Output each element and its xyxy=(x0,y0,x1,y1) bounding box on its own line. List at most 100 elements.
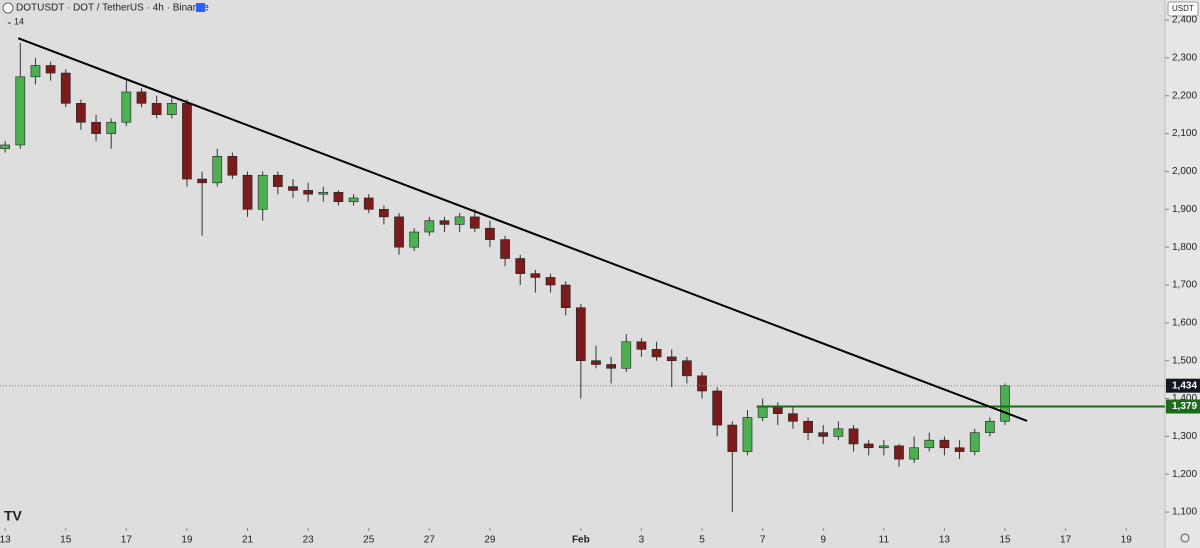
y-tick-label: 2,100 xyxy=(1172,128,1197,139)
candle-body xyxy=(621,341,632,369)
candle-body xyxy=(318,191,329,195)
candle-body xyxy=(742,417,753,452)
candle-body xyxy=(969,432,980,452)
candle-body xyxy=(757,405,768,418)
x-tick-label: 27 xyxy=(424,535,436,546)
chart-title: DOTUSDT · DOT / TetherUS · 4h · Binance xyxy=(16,3,209,14)
x-tick-label: 17 xyxy=(121,535,133,546)
y-tick-label: 1,900 xyxy=(1172,204,1197,215)
indicator-label: 14 xyxy=(14,16,24,26)
logo: TV xyxy=(4,508,23,524)
collapse-icon: ⌄ xyxy=(6,17,13,26)
x-tick-label: 13 xyxy=(0,535,11,546)
candle-body xyxy=(409,231,420,248)
plot-background xyxy=(0,0,1165,548)
y-tick-label: 1,700 xyxy=(1172,280,1197,291)
y-tick-label: 1,600 xyxy=(1172,317,1197,328)
candle-body xyxy=(530,273,541,278)
y-tick-label: 1,100 xyxy=(1172,507,1197,518)
candle-body xyxy=(591,360,601,365)
candle-body xyxy=(30,65,41,78)
last-price-label: 1,434 xyxy=(1172,380,1197,391)
y-tick-label: 2,400 xyxy=(1172,15,1197,26)
candle-body xyxy=(939,439,950,449)
last-price-box xyxy=(1166,378,1200,393)
candle-body xyxy=(909,447,919,460)
candle-body xyxy=(1000,385,1010,422)
y-tick-label: 1,800 xyxy=(1172,242,1197,253)
candle-body xyxy=(818,432,829,437)
x-tick-label: 3 xyxy=(639,535,645,546)
candle-body xyxy=(545,277,556,286)
candle-body xyxy=(894,445,904,460)
candle-body xyxy=(727,424,738,452)
candle-body xyxy=(788,413,798,422)
candle-body xyxy=(121,91,132,123)
plot xyxy=(0,42,1010,513)
candle-body xyxy=(439,220,450,225)
x-tick-label: 29 xyxy=(484,535,496,546)
candle-body xyxy=(212,156,223,184)
x-tick-label: 9 xyxy=(820,535,826,546)
candle-body xyxy=(166,103,177,115)
candle-body xyxy=(424,220,435,233)
x-tick-label: 11 xyxy=(879,535,890,546)
x-tick-label: 25 xyxy=(363,535,375,546)
candle-body xyxy=(272,174,283,187)
candle-body xyxy=(636,341,647,350)
candle-body xyxy=(257,174,268,210)
candle-body xyxy=(515,258,526,274)
candle-body xyxy=(697,375,707,392)
y-tick-label: 2,300 xyxy=(1172,53,1197,64)
candle-body xyxy=(575,307,586,362)
candle-body xyxy=(651,349,662,358)
candle-body xyxy=(863,443,874,449)
currency-label[interactable]: USDT xyxy=(1172,4,1194,13)
candle-body xyxy=(227,156,238,176)
x-tick-label: 23 xyxy=(303,535,315,546)
x-tick-label: 19 xyxy=(1121,535,1133,546)
candle-body xyxy=(560,284,571,309)
candle-body xyxy=(76,103,86,123)
candle-body xyxy=(303,190,313,195)
candle-body xyxy=(106,121,117,134)
candle-body xyxy=(666,356,677,362)
candle-body xyxy=(333,191,344,203)
candle-body xyxy=(833,428,844,437)
y-tick-label: 2,200 xyxy=(1172,90,1197,101)
y-tick-label: 1,500 xyxy=(1172,355,1197,366)
price-axis-background xyxy=(1165,0,1200,548)
level-label: 1,379 xyxy=(1172,401,1197,412)
y-tick-label: 1,300 xyxy=(1172,431,1197,442)
y-tick-label: 1,200 xyxy=(1172,469,1197,480)
candle-body xyxy=(500,239,510,259)
candle-body xyxy=(91,121,101,134)
candle-body xyxy=(469,216,480,229)
x-tick-label: 15 xyxy=(60,535,72,546)
candle-body xyxy=(242,174,253,210)
candle-body xyxy=(485,227,495,240)
candle-body xyxy=(0,144,10,150)
x-tick-label: 17 xyxy=(1060,535,1072,546)
candle-body xyxy=(878,445,889,449)
currency-button[interactable] xyxy=(1167,1,1199,17)
candle-body xyxy=(136,91,147,104)
candle-body xyxy=(348,197,359,203)
candle-body xyxy=(682,360,692,377)
candle-body xyxy=(151,103,162,115)
x-tick-label: 5 xyxy=(699,535,705,546)
candle-body xyxy=(712,390,723,426)
trendline xyxy=(17,37,1028,422)
flag-icon xyxy=(196,3,205,12)
candle-body xyxy=(848,428,859,445)
candle-body xyxy=(197,178,207,184)
level-box xyxy=(1166,399,1200,414)
candle-body xyxy=(803,420,813,433)
candle-body xyxy=(182,103,192,180)
x-tick-label: 21 xyxy=(242,535,254,546)
settings-icon[interactable] xyxy=(1180,533,1190,543)
candle-body xyxy=(45,65,56,74)
candle-body xyxy=(924,439,935,449)
